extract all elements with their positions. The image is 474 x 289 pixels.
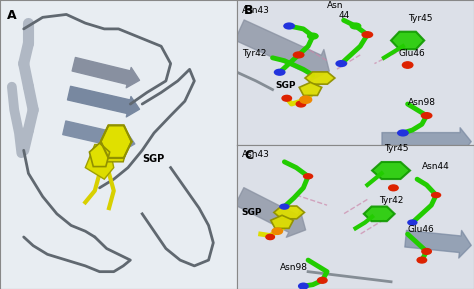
FancyArrowPatch shape [382,128,471,155]
Circle shape [296,101,306,107]
Text: Tyr45: Tyr45 [408,14,432,23]
FancyArrowPatch shape [67,86,139,117]
Text: Asn43: Asn43 [242,5,270,15]
Circle shape [299,283,308,289]
Text: Tyr45: Tyr45 [384,144,409,153]
Polygon shape [372,162,410,179]
Circle shape [417,257,427,263]
Polygon shape [100,125,131,158]
Text: Tyr42: Tyr42 [242,49,266,58]
Text: Tyr42: Tyr42 [379,196,403,205]
Text: Glu46: Glu46 [398,49,425,58]
Polygon shape [299,82,322,95]
Polygon shape [85,144,114,179]
Circle shape [292,51,304,58]
Circle shape [283,22,295,30]
Polygon shape [271,215,293,228]
Text: Asn98: Asn98 [408,98,436,107]
Circle shape [318,277,327,283]
Text: SGP: SGP [142,154,164,164]
Circle shape [335,60,347,67]
Circle shape [307,32,319,40]
Circle shape [272,228,283,234]
FancyArrowPatch shape [235,188,306,237]
Circle shape [407,219,418,226]
Circle shape [431,192,441,198]
Circle shape [349,22,361,30]
Text: C: C [244,149,253,162]
FancyArrowPatch shape [72,58,139,88]
Text: Asn43: Asn43 [242,150,270,159]
FancyArrowPatch shape [405,230,471,258]
Circle shape [300,96,312,103]
Polygon shape [274,206,304,219]
Circle shape [397,129,409,137]
Polygon shape [391,32,424,49]
Text: Asn98: Asn98 [280,263,308,272]
Circle shape [422,249,431,254]
Text: 44: 44 [339,11,350,21]
Circle shape [279,203,290,210]
Circle shape [402,62,413,68]
Polygon shape [90,143,109,166]
Circle shape [273,68,285,76]
Polygon shape [305,72,335,84]
Circle shape [266,234,274,240]
Polygon shape [364,207,394,221]
Text: Asn44: Asn44 [422,162,450,171]
Text: A: A [7,9,17,22]
Circle shape [361,31,374,38]
Circle shape [303,173,313,179]
Text: B: B [244,4,254,17]
FancyArrowPatch shape [63,121,135,151]
FancyArrowPatch shape [235,20,329,81]
Circle shape [389,185,398,191]
Text: SGP: SGP [242,208,262,217]
Polygon shape [104,133,128,162]
Text: Asn: Asn [327,1,344,10]
Text: Glu46: Glu46 [408,225,434,234]
Text: SGP: SGP [275,81,295,90]
Circle shape [420,112,432,119]
Circle shape [282,95,292,101]
